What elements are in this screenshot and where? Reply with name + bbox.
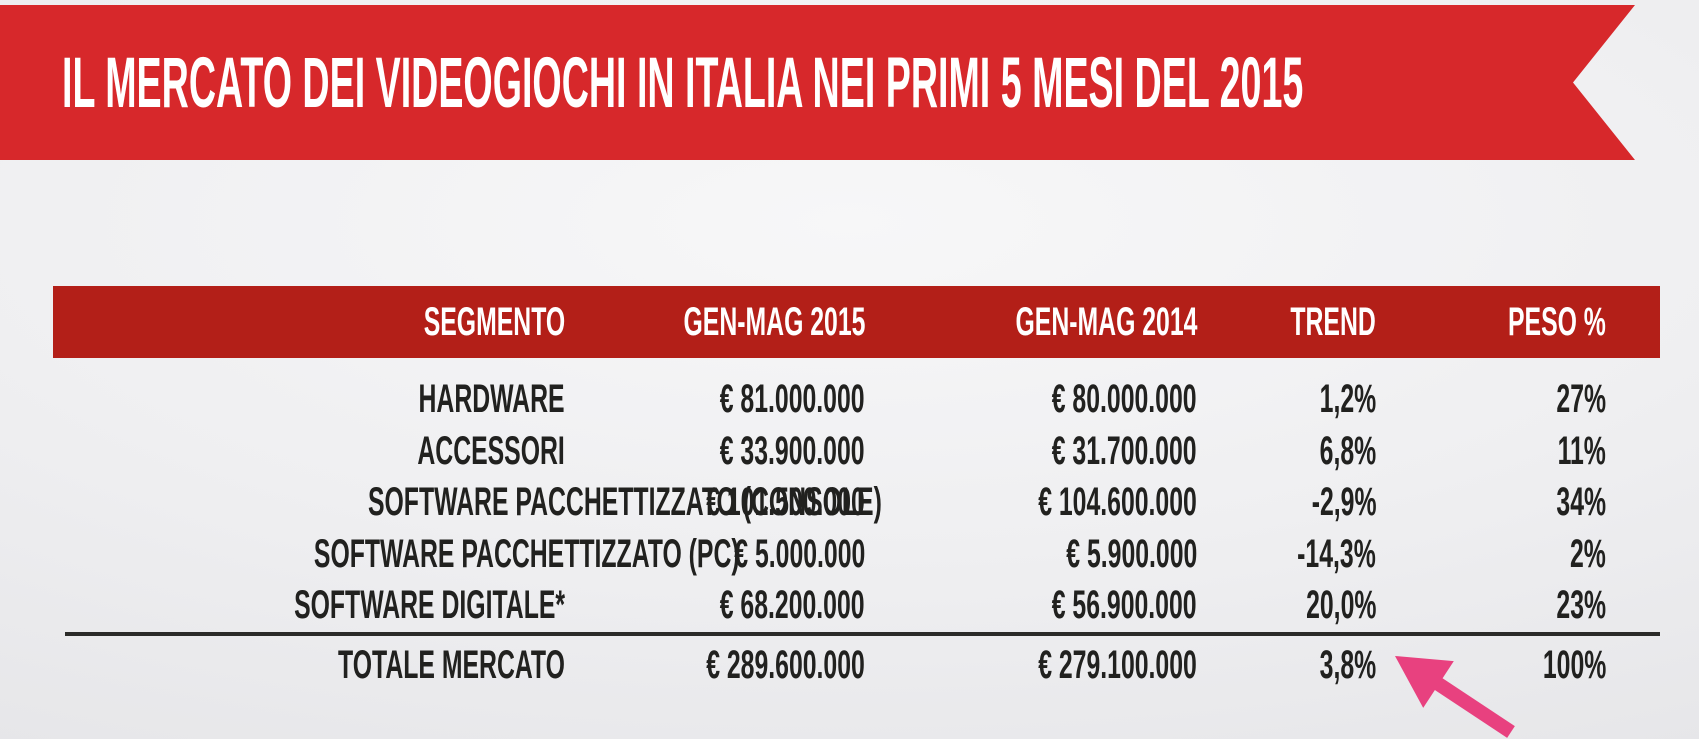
- table-header-row: SEGMENTO GEN-MAG 2015 GEN-MAG 2014 TREND PES…: [53, 286, 1660, 358]
- cell-text: -14,3%: [1297, 531, 1376, 576]
- cell-text: -2,9%: [1311, 480, 1376, 524]
- cell-4: 27%: [1376, 374, 1606, 426]
- cell-text: SEGMENTO: [423, 300, 565, 344]
- cell-text: 27%: [1556, 377, 1606, 421]
- cell-text: € 5.900.000: [1065, 531, 1197, 576]
- cell-4: 34%: [1376, 477, 1606, 529]
- cell-text: 11%: [1557, 428, 1606, 473]
- total-cell-1: € 289.600.000: [565, 636, 865, 688]
- cell-1: € 101.500.000: [565, 477, 865, 529]
- title-ribbon: IL MERCATO DEI VIDEOGIOCHI IN ITALIA NEI…: [0, 5, 1635, 160]
- cell-text: € 33.900.000: [720, 428, 865, 473]
- cell-2: € 5.900.000: [865, 529, 1197, 581]
- cell-text: GEN-MAG 2015: [683, 300, 865, 344]
- cell-4: 23%: [1376, 580, 1606, 632]
- cell-text: € 289.600.000: [706, 642, 865, 687]
- cell-text: SOFTWARE DIGITALE*: [294, 583, 565, 627]
- cell-4: 2%: [1376, 529, 1606, 581]
- cell-text: 20,0%: [1305, 583, 1376, 627]
- total-divider: [65, 631, 1660, 636]
- total-cell-0: TOTALE MERCATO: [53, 636, 565, 688]
- cell-text: € 80.000.000: [1052, 377, 1197, 421]
- cell-text: PESO %: [1508, 300, 1606, 344]
- cell-4: 11%: [1376, 426, 1606, 478]
- table-row: SOFTWARE PACCHETTIZZATO (CONSOLE) € 101.5…: [53, 477, 1660, 529]
- cell-3: -2,9%: [1197, 477, 1376, 529]
- table-row: HARDWARE € 81.000.000 € 80.000.000 1,2% 27%: [53, 374, 1660, 426]
- cell-2: € 31.700.000: [865, 426, 1197, 478]
- cell-text: € 56.900.000: [1052, 583, 1197, 627]
- cell-text: 23%: [1556, 583, 1606, 627]
- cell-text: € 68.200.000: [720, 583, 865, 627]
- cell-text: € 81.000.000: [720, 377, 865, 421]
- cell-3: -14,3%: [1197, 529, 1376, 581]
- cell-2: € 80.000.000: [865, 374, 1197, 426]
- page-title: IL MERCATO DEI VIDEOGIOCHI IN ITALIA NEI…: [62, 5, 1699, 160]
- cell-text: € 31.700.000: [1052, 428, 1197, 473]
- cell-2: € 56.900.000: [865, 580, 1197, 632]
- cell-3: 20,0%: [1197, 580, 1376, 632]
- column-header-4: PESO %: [1376, 286, 1606, 358]
- total-row: TOTALE MERCATO € 289.600.000 € 279.100.000…: [53, 636, 1660, 688]
- page-title-text: IL MERCATO DEI VIDEOGIOCHI IN ITALIA NEI…: [62, 44, 1304, 123]
- total-cell-2: € 279.100.000: [865, 636, 1197, 688]
- cell-text: TREND: [1290, 300, 1376, 344]
- cell-text: 1,2%: [1319, 377, 1376, 421]
- table-row: SOFTWARE PACCHETTIZZATO (PC) € 5.000.000 €…: [53, 529, 1660, 581]
- cell-3: 1,2%: [1197, 374, 1376, 426]
- cell-text: GEN-MAG 2014: [1015, 300, 1197, 344]
- cell-text: 2%: [1570, 531, 1606, 576]
- cell-1: € 5.000.000: [565, 529, 865, 581]
- cell-1: € 33.900.000: [565, 426, 865, 478]
- cell-text: SOFTWARE PACCHETTIZZATO (PC): [313, 531, 740, 576]
- cell-text: € 5.000.000: [733, 531, 865, 576]
- total-cell-3: 3,8%: [1197, 636, 1376, 688]
- column-header-1: GEN-MAG 2015: [565, 286, 865, 358]
- column-header-3: TREND: [1197, 286, 1376, 358]
- cell-text: 100%: [1542, 642, 1606, 687]
- cell-0: SOFTWARE PACCHETTIZZATO (CONSOLE): [53, 477, 882, 529]
- cell-2: € 104.600.000: [865, 477, 1197, 529]
- cell-text: € 101.500.000: [706, 480, 865, 524]
- cell-text: TOTALE MERCATO: [338, 642, 565, 687]
- cell-3: 6,8%: [1197, 426, 1376, 478]
- cell-0: SOFTWARE DIGITALE*: [53, 580, 565, 632]
- cell-text: ACCESSORI: [417, 428, 565, 473]
- market-table: SEGMENTO GEN-MAG 2015 GEN-MAG 2014 TREND PES…: [53, 286, 1660, 688]
- cell-1: € 68.200.000: [565, 580, 865, 632]
- cell-text: 3,8%: [1319, 642, 1376, 687]
- cell-text: SOFTWARE PACCHETTIZZATO (CONSOLE): [367, 480, 882, 524]
- column-header-2: GEN-MAG 2014: [865, 286, 1197, 358]
- table-body: HARDWARE € 81.000.000 € 80.000.000 1,2% 27% A…: [53, 374, 1660, 632]
- cell-text: € 279.100.000: [1038, 642, 1197, 687]
- pink-arrow-icon: [1383, 646, 1523, 739]
- cell-0: HARDWARE: [53, 374, 565, 426]
- cell-text: HARDWARE: [418, 377, 565, 421]
- column-header-0: SEGMENTO: [53, 286, 565, 358]
- total-cell-4: 100%: [1376, 636, 1606, 688]
- cell-text: € 104.600.000: [1038, 480, 1197, 524]
- table-row: ACCESSORI € 33.900.000 € 31.700.000 6,8% 11%: [53, 426, 1660, 478]
- cell-0: ACCESSORI: [53, 426, 565, 478]
- cell-text: 6,8%: [1319, 428, 1376, 473]
- cell-text: 34%: [1556, 480, 1606, 524]
- cell-1: € 81.000.000: [565, 374, 865, 426]
- table-row: SOFTWARE DIGITALE* € 68.200.000 € 56.900.0…: [53, 580, 1660, 632]
- cell-0: SOFTWARE PACCHETTIZZATO (PC): [53, 529, 740, 581]
